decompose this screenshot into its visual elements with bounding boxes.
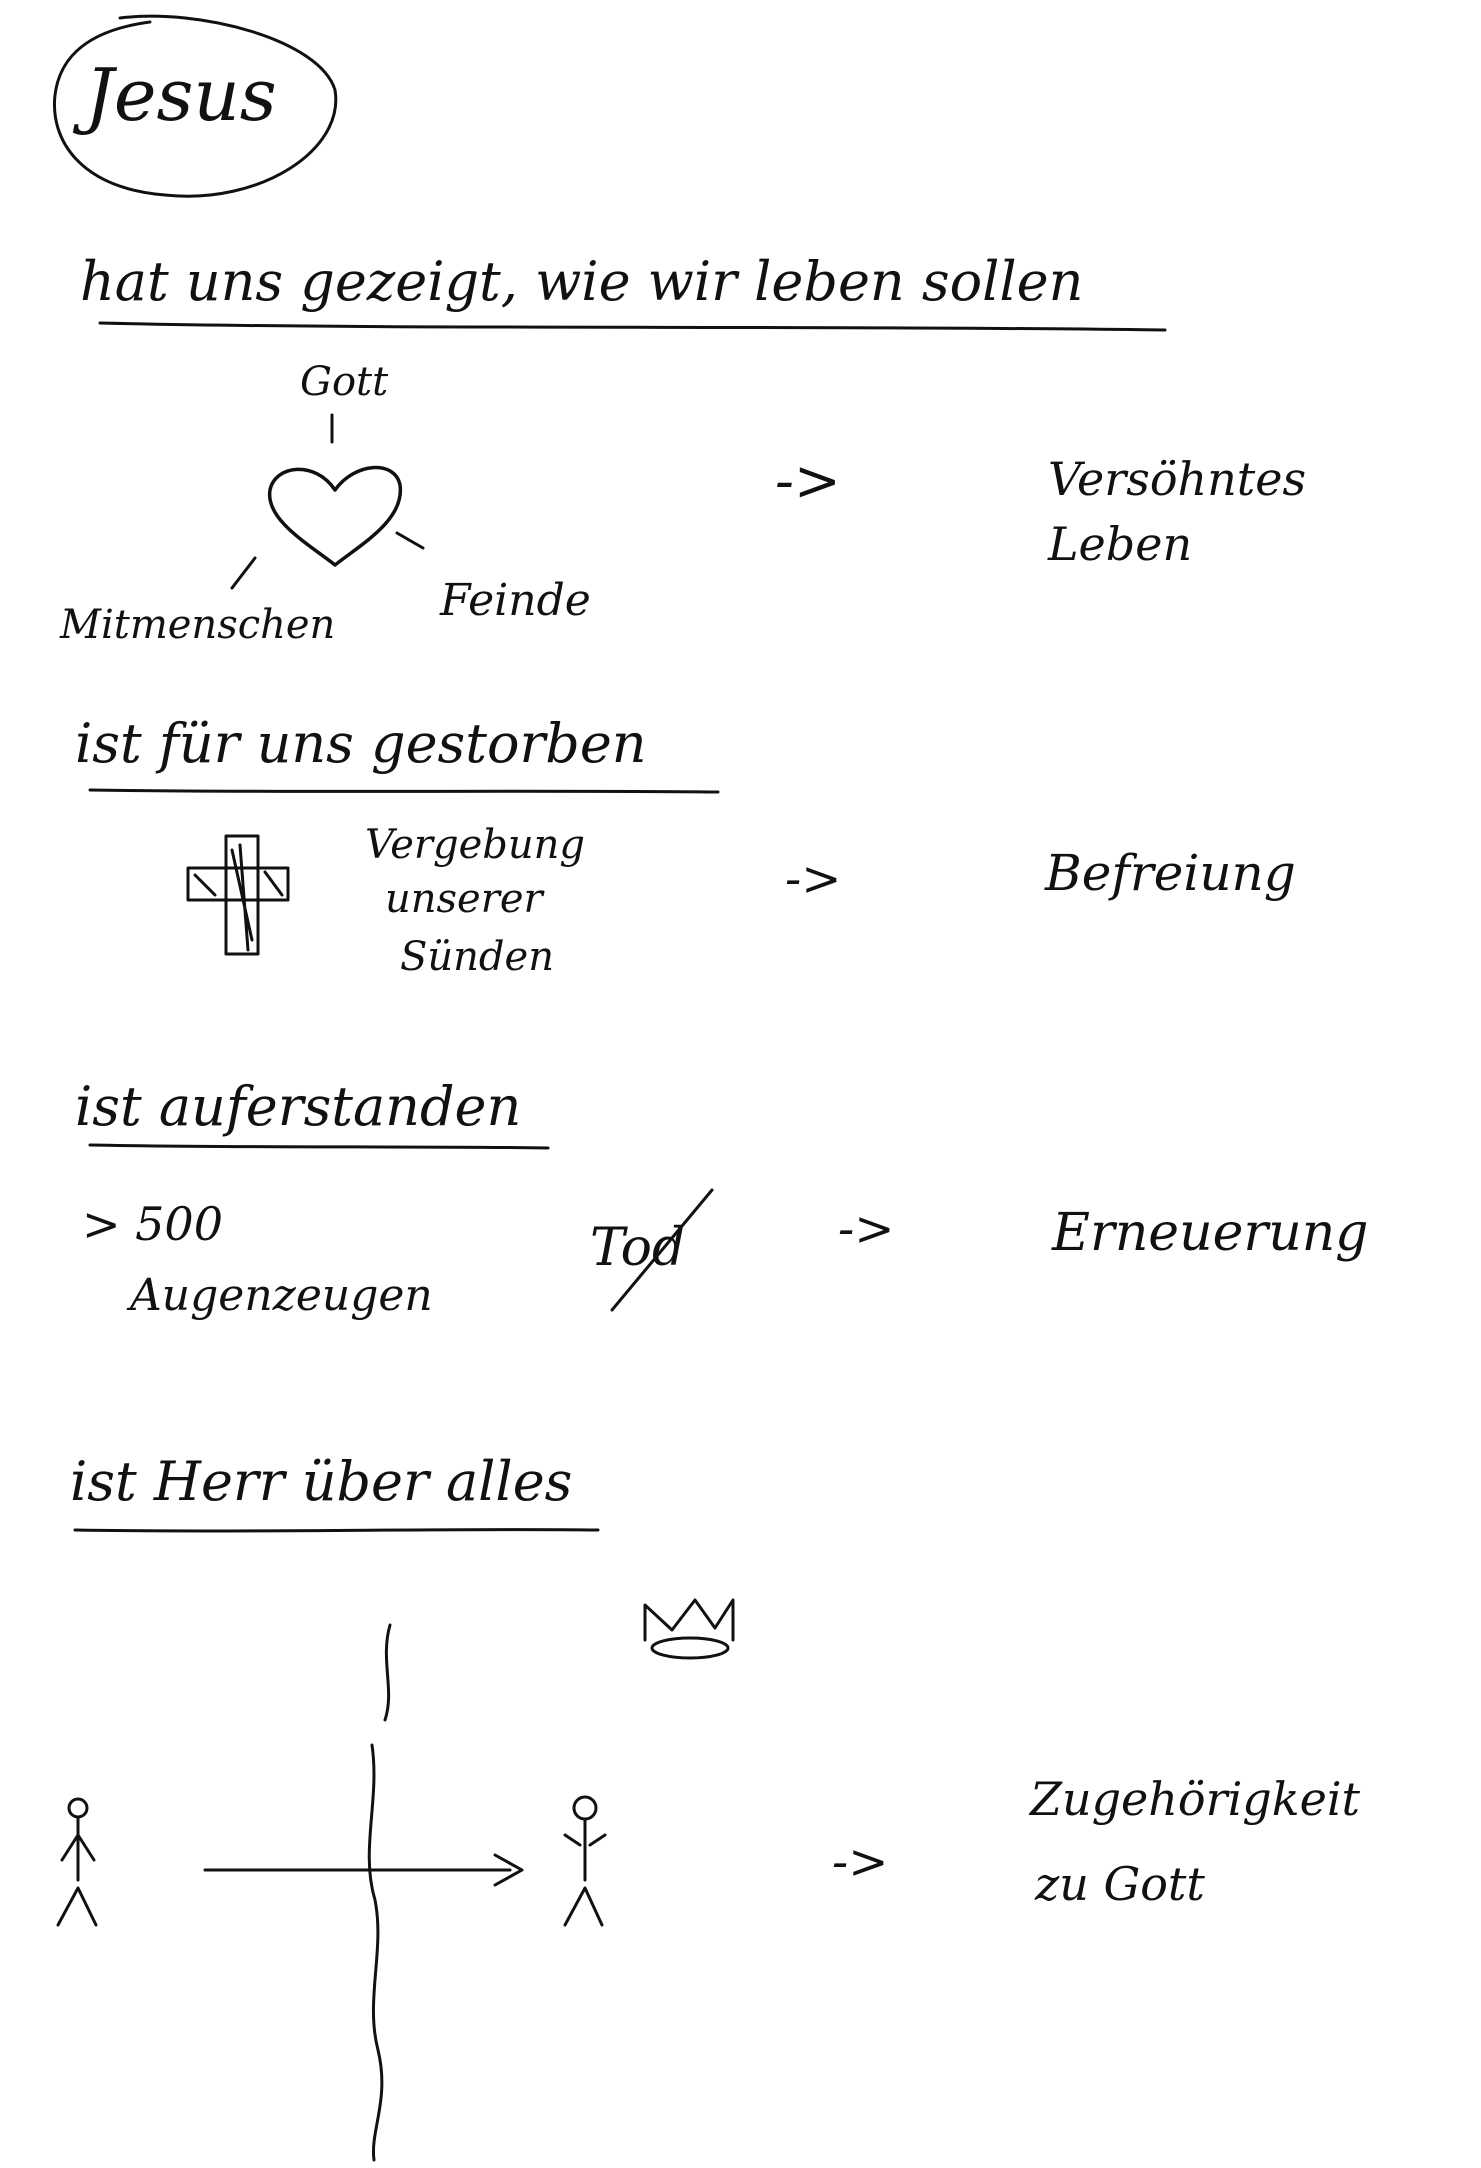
section-3-underline: [88, 1143, 550, 1150]
section-2: ist für uns gestorben Vergebung unserer …: [75, 712, 1296, 980]
label-tod: Tod: [590, 1218, 685, 1278]
label-augenzeugen-count: > 500: [82, 1197, 223, 1251]
section-3-heading: ist auferstanden: [75, 1075, 521, 1138]
label-unserer: unserer: [385, 876, 546, 922]
result-1-line-1: Versöhntes: [1048, 452, 1306, 506]
title-group: Jesus: [52, 14, 338, 198]
result-1-line-2: Leben: [1047, 517, 1192, 571]
tod-strike: [610, 1188, 714, 1312]
arrow-icon: ->: [838, 1201, 894, 1257]
stick-figure-icon: [56, 1797, 98, 1927]
circle-outline-icon: [52, 14, 338, 198]
crown-icon: [643, 1598, 735, 1660]
section-1: hat uns gezeigt, wie wir leben sollen Go…: [59, 250, 1306, 648]
label-gott: Gott: [300, 359, 389, 405]
section-2-heading: ist für uns gestorben: [75, 712, 647, 775]
stick-figure-icon: [563, 1795, 607, 1927]
section-1-heading: hat uns gezeigt, wie wir leben sollen: [80, 250, 1083, 313]
arrow-icon: ->: [832, 1834, 888, 1890]
arrow-icon: ->: [785, 851, 841, 907]
page-title: Jesus: [72, 53, 277, 137]
heart-icon: [268, 465, 402, 567]
section-4: ist Herr über alles -> Zugehörigkeit zu …: [56, 1450, 1361, 2162]
label-augenzeugen: Augenzeugen: [126, 1270, 433, 1321]
result-3: Erneuerung: [1051, 1203, 1368, 1263]
result-2: Befreiung: [1044, 844, 1296, 902]
section-4-underline: [73, 1528, 600, 1533]
section-3: ist auferstanden > 500 Augenzeugen Tod -…: [75, 1075, 1368, 1321]
arrow-icon: ->: [775, 449, 841, 514]
connector-mitmenschen: [230, 556, 257, 590]
section-4-heading: ist Herr über alles: [70, 1450, 572, 1513]
label-vergebung: Vergebung: [365, 822, 585, 868]
axis-cross-icon: [203, 1623, 524, 2162]
label-mitmenschen: Mitmenschen: [59, 602, 335, 648]
label-feinde: Feinde: [439, 575, 591, 626]
result-4-line-2: zu Gott: [1034, 1857, 1205, 1911]
section-1-underline: [98, 321, 1167, 332]
label-suenden: Sünden: [400, 934, 554, 980]
cross-icon: [186, 834, 290, 956]
result-4-line-1: Zugehörigkeit: [1028, 1772, 1361, 1826]
section-2-underline: [88, 788, 720, 794]
connector-feinde: [395, 531, 425, 550]
